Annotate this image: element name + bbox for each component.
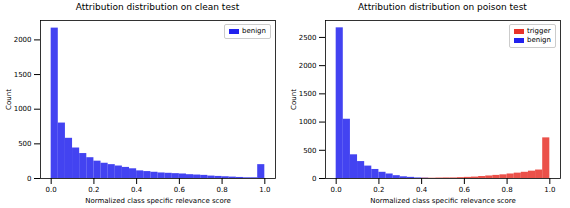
svg-text:0.2: 0.2 xyxy=(373,186,384,194)
svg-text:0.4: 0.4 xyxy=(131,186,143,194)
svg-text:0: 0 xyxy=(27,175,31,183)
svg-text:1500: 1500 xyxy=(299,90,317,98)
svg-text:2500: 2500 xyxy=(299,34,317,42)
html-text:Attribution distribution on cl: Attribution distribution on clean test xyxy=(75,2,240,12)
svg-text:0.6: 0.6 xyxy=(174,186,186,194)
html-text:benign: benign xyxy=(242,27,266,35)
svg-text:1500: 1500 xyxy=(14,71,32,79)
svg-text:2000: 2000 xyxy=(14,36,32,44)
html-text:Attribution distribution on po: Attribution distribution on poison test xyxy=(358,2,527,12)
svg-text:0.0: 0.0 xyxy=(46,186,57,194)
svg-text:0.4: 0.4 xyxy=(416,186,428,194)
svg-text:1.0: 1.0 xyxy=(259,186,270,194)
svg-text:0: 0 xyxy=(312,175,316,183)
svg-text:1.0: 1.0 xyxy=(544,186,555,194)
html-text:benign: benign xyxy=(527,36,551,44)
svg-text:500: 500 xyxy=(18,140,31,148)
svg-text:0.2: 0.2 xyxy=(88,186,99,194)
svg-text:0.0: 0.0 xyxy=(331,186,342,194)
html-text:trigger: trigger xyxy=(527,27,551,35)
svg-text:1000: 1000 xyxy=(14,105,32,113)
svg-text:Normalized class specific rele: Normalized class specific relevance scor… xyxy=(370,197,516,205)
svg-text:Count: Count xyxy=(5,89,13,110)
svg-text:0.6: 0.6 xyxy=(459,186,471,194)
svg-text:Count: Count xyxy=(290,89,298,110)
svg-text:500: 500 xyxy=(303,147,316,155)
svg-text:0.8: 0.8 xyxy=(217,186,228,194)
svg-text:1000: 1000 xyxy=(299,118,317,126)
svg-text:2000: 2000 xyxy=(299,62,317,70)
svg-text:Normalized class specific rele: Normalized class specific relevance scor… xyxy=(85,197,231,205)
svg-text:0.8: 0.8 xyxy=(502,186,513,194)
